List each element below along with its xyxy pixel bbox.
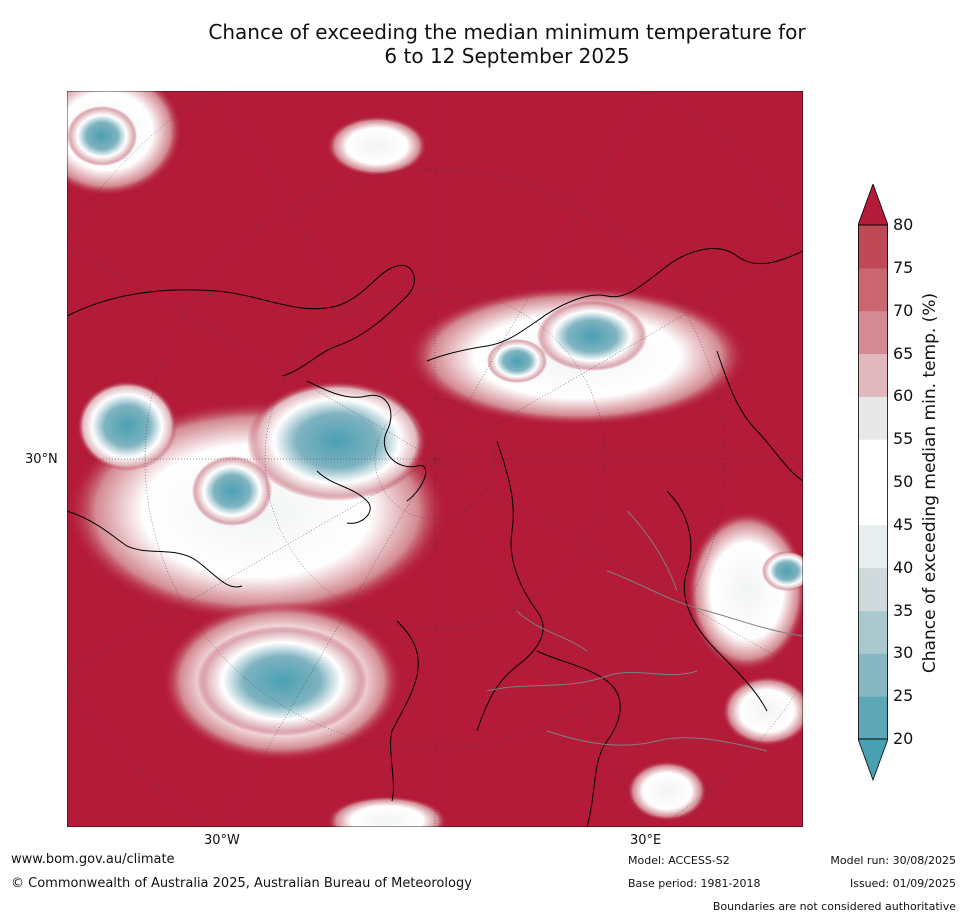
east-asia-region xyxy=(327,511,803,827)
atlantic-region xyxy=(162,601,402,761)
pacific-region xyxy=(67,91,427,196)
colorbar-tick-label: 45 xyxy=(893,514,914,534)
colorbar-tick-label: 65 xyxy=(893,343,914,363)
forecast-map xyxy=(67,91,803,827)
siberia-region xyxy=(407,286,747,426)
colorbar-segment xyxy=(858,396,888,440)
colorbar-tick-label: 25 xyxy=(893,686,914,706)
map-title-line2: 6 to 12 September 2025 xyxy=(384,44,630,68)
colorbar-tick-label: 70 xyxy=(893,300,914,320)
copyright: © Commonwealth of Australia 2025, Austra… xyxy=(11,876,472,891)
model-name: Model: ACCESS-S2 xyxy=(628,854,730,867)
lon-label-30w: 30°W xyxy=(204,833,240,848)
colorbar-tick-label: 30 xyxy=(893,643,914,663)
colorbar-tick-label: 35 xyxy=(893,600,914,620)
colorbar-segment xyxy=(858,567,888,611)
colorbar-segment xyxy=(858,653,888,697)
colorbar-tick-label: 55 xyxy=(893,429,914,449)
borders xyxy=(486,510,803,752)
colorbar-tick-label: 50 xyxy=(893,472,914,491)
colorbar-segment xyxy=(858,310,888,354)
base-period: Base period: 1981-2018 xyxy=(628,877,761,890)
colorbar-extend-high xyxy=(858,184,888,226)
coastlines xyxy=(67,248,803,827)
north-america-region xyxy=(67,381,447,621)
lon-label-30e: 30°E xyxy=(630,833,662,848)
colorbar-tick-label: 20 xyxy=(893,729,914,748)
colorbar-title: Chance of exceeding median min. temp. (%… xyxy=(920,292,940,674)
disclaimer: Boundaries are not considered authoritat… xyxy=(712,900,956,913)
colorbar-segment xyxy=(858,696,888,740)
colorbar-segment xyxy=(858,610,888,654)
colorbar-tick-label: 40 xyxy=(893,557,914,577)
model-run: Model run: 30/08/2025 xyxy=(830,854,956,867)
map-title: Chance of exceeding the median minimum t… xyxy=(67,20,947,68)
graticule xyxy=(67,91,803,827)
lat-label-30n: 30°N xyxy=(25,452,58,467)
colorbar-extend-low xyxy=(858,738,888,782)
colorbar-segment xyxy=(858,439,888,483)
colorbar xyxy=(858,184,888,782)
colorbar-segment xyxy=(858,524,888,569)
colorbar-tick-label: 80 xyxy=(893,215,914,234)
colorbar-tick-label: 60 xyxy=(893,386,914,406)
colorbar-segment xyxy=(858,267,888,312)
website-link[interactable]: www.bom.gov.au/climate xyxy=(11,852,175,867)
issued-date: Issued: 01/09/2025 xyxy=(849,877,956,890)
colorbar-segment xyxy=(858,482,888,526)
map-title-line1: Chance of exceeding the median minimum t… xyxy=(208,20,806,44)
colorbar-segment xyxy=(858,225,888,269)
colorbar-segment xyxy=(858,353,888,397)
colorbar-tick-label: 75 xyxy=(893,257,914,277)
